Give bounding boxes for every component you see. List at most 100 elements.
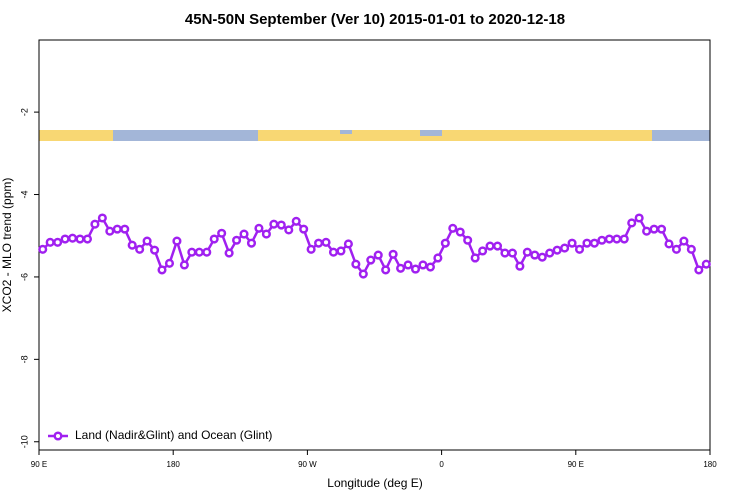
data-point — [38, 244, 48, 254]
chart-title: 45N-50N September (Ver 10) 2015-01-01 to… — [185, 11, 565, 28]
data-point — [396, 263, 406, 273]
x-axis-label: Longitude (deg E) — [327, 476, 422, 490]
data-point — [351, 259, 361, 269]
data-point — [127, 240, 137, 250]
data-point — [314, 238, 324, 248]
data-point — [120, 224, 130, 234]
data-point — [112, 224, 122, 234]
data-point — [306, 244, 316, 254]
data-point — [150, 245, 160, 255]
data-point — [589, 238, 599, 248]
land — [39, 130, 710, 141]
data-point — [224, 248, 234, 258]
x-tick-label: 90 E — [568, 460, 584, 469]
data-point — [582, 238, 592, 248]
x-tick-label: 180 — [167, 460, 181, 469]
data-point — [679, 236, 689, 246]
data-point — [90, 219, 100, 229]
data-point — [60, 234, 70, 244]
y-tick-label: -8 — [19, 355, 29, 363]
ocean — [113, 130, 258, 141]
y-tick-label: -6 — [19, 273, 29, 281]
data-point — [157, 265, 167, 275]
data-point — [82, 234, 93, 244]
data-point — [470, 253, 480, 263]
x-tick-label: 90 E — [31, 460, 47, 469]
data-point — [597, 235, 607, 245]
data-point — [545, 248, 555, 258]
data-point — [500, 248, 510, 258]
data-point — [448, 223, 458, 233]
data-point — [366, 255, 376, 265]
data-point — [701, 259, 711, 269]
data-point — [142, 236, 152, 246]
data-point — [299, 224, 309, 234]
data-point — [97, 213, 107, 223]
data-point — [269, 219, 279, 229]
data-point — [53, 237, 63, 247]
data-point — [373, 250, 383, 260]
data-point — [515, 261, 525, 271]
data-point — [455, 227, 465, 237]
ocean — [340, 130, 352, 134]
ocean — [652, 130, 710, 141]
data-point — [694, 265, 704, 275]
data-point — [485, 241, 495, 251]
data-point — [507, 248, 517, 258]
data-point — [232, 235, 242, 245]
data-point — [478, 246, 488, 256]
data-point — [522, 247, 532, 257]
data-point — [187, 247, 197, 257]
data-point — [194, 247, 204, 257]
data-point — [463, 235, 473, 245]
data-point — [552, 245, 562, 255]
data-point — [642, 226, 652, 236]
y-tick-label: -10 — [19, 435, 29, 448]
data-point — [75, 234, 85, 244]
ocean — [420, 130, 442, 136]
data-point — [634, 213, 644, 223]
data-point — [68, 233, 78, 243]
data-point — [671, 244, 682, 254]
data-point — [321, 237, 331, 247]
data-point — [440, 238, 450, 248]
data-point — [261, 229, 271, 239]
data-point — [619, 234, 629, 244]
data-point — [381, 265, 391, 275]
data-point — [284, 225, 294, 235]
data-point — [291, 216, 301, 226]
data-point — [560, 243, 570, 253]
legend-label: Land (Nadir&Glint) and Ocean (Glint) — [75, 428, 272, 442]
data-point — [403, 260, 413, 270]
data-point — [254, 223, 264, 233]
data-point — [209, 234, 219, 244]
data-point — [686, 244, 696, 254]
data-point — [537, 252, 547, 262]
data-point — [246, 238, 257, 248]
data-point — [172, 236, 182, 246]
y-axis-label: XCO2 - MLO trend (ppm) — [0, 178, 14, 313]
data-point — [656, 224, 667, 234]
data-point — [567, 238, 577, 248]
data-point — [276, 220, 286, 230]
data-point — [239, 229, 249, 239]
data-point — [45, 237, 55, 247]
x-tick-label: 180 — [703, 460, 717, 469]
data-point — [433, 253, 443, 263]
data-point — [410, 264, 421, 274]
data-point — [135, 244, 145, 254]
map-strip — [39, 130, 710, 141]
data-point — [649, 224, 659, 234]
data-point — [164, 258, 175, 268]
data-point — [604, 234, 614, 244]
data-point — [418, 260, 428, 270]
data-point — [217, 228, 227, 238]
y-tick-label: -2 — [19, 108, 29, 116]
data-point — [179, 260, 189, 270]
data-point — [388, 249, 398, 259]
data-point — [664, 239, 674, 249]
data-point — [574, 244, 585, 254]
x-tick-label: 90 W — [298, 460, 317, 469]
